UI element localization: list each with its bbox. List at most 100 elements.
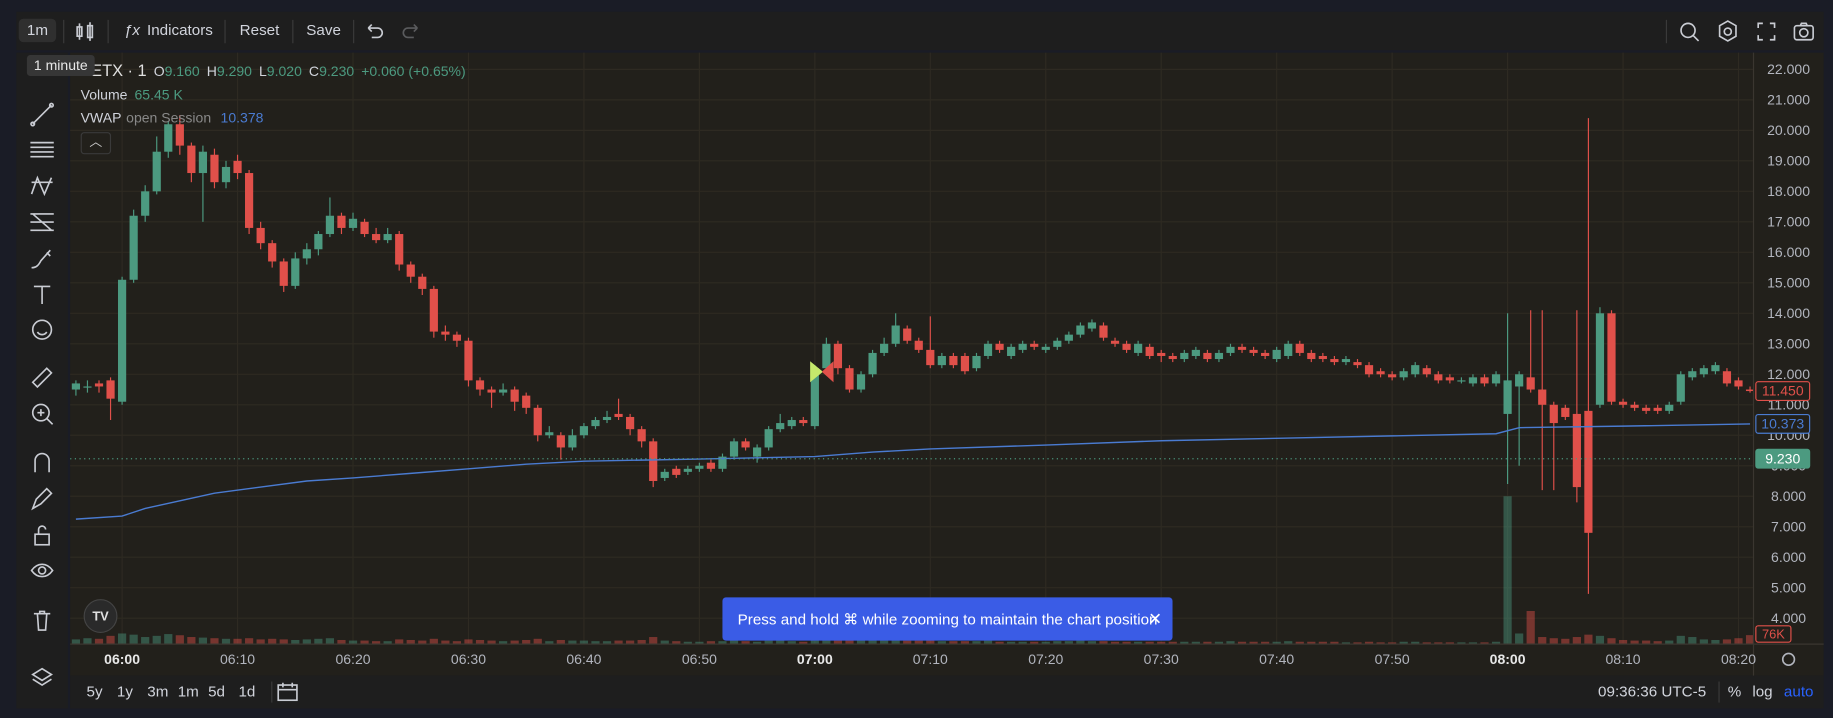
range-button[interactable]: 1d [238,682,256,701]
toast-close[interactable]: ✕ [1148,609,1162,628]
volume-bar [1203,641,1212,645]
candle-body [1480,377,1489,384]
x-tick-label: 06:50 [682,651,717,667]
x-tick-label: 06:20 [335,651,370,667]
volume-bar [221,638,231,645]
x-tick-label: 07:10 [913,651,948,667]
object-tree-tool[interactable] [29,665,55,691]
lines-tool[interactable] [29,137,55,163]
candle-body [71,383,81,390]
volume-bar [614,640,623,645]
candle-body [1607,313,1616,402]
volume-bar [626,640,635,645]
pattern-tool[interactable] [29,173,55,199]
x-tick-label: 08:20 [1721,651,1756,667]
candle-body [833,343,843,369]
candle-body [1549,404,1558,424]
brush-tool[interactable] [29,245,55,271]
volume-bar [198,637,208,645]
y-tick-label: 17.000 [1767,214,1810,230]
log-button[interactable]: log [1752,682,1773,701]
symbol[interactable]: ETX · 1 [91,60,147,80]
range-button[interactable]: 1y [116,682,133,701]
reset-button[interactable]: Reset [239,21,280,39]
volume-bar [602,641,612,645]
candle-body [1457,380,1466,382]
volume-bar [1607,638,1616,645]
candle-body [1330,359,1339,363]
chart-type-icon[interactable] [72,19,98,45]
candle-body [1445,377,1454,381]
logo[interactable] [83,599,118,634]
candle-body [1168,355,1177,360]
range-button[interactable]: 3m [147,682,169,701]
alert-icon[interactable] [1676,19,1702,45]
volume-bar [891,638,900,645]
fullscreen-icon[interactable] [1754,19,1780,45]
settings-icon[interactable] [1715,19,1741,45]
emoji-tool[interactable] [29,317,55,343]
volume-bar [960,641,970,645]
fib-tool[interactable] [29,209,55,235]
candle-body [187,145,196,174]
candle-body [1099,325,1108,338]
volume-bar [245,638,254,645]
magnet-tool[interactable] [29,450,55,476]
vwap-line [75,423,1751,520]
trend-line-tool[interactable] [29,102,55,128]
candle-body [1572,413,1581,488]
screenshot-icon[interactable] [1791,19,1817,45]
y-tick-label: 19.000 [1767,153,1810,169]
remove-tool[interactable] [29,608,55,634]
vwap-value: 10.378 [220,109,264,127]
visibility-tool[interactable] [29,559,55,585]
settings-icon[interactable] [1781,652,1796,666]
x-tick-label: 07:40 [1259,651,1294,667]
candle-body [118,279,127,402]
candle-body [741,441,750,448]
volume-bar [1214,641,1224,645]
x-tick-label: 07:20 [1028,651,1063,667]
candle-body [649,441,658,481]
ohlc-value: 9.160 [164,63,200,80]
y-tick-label: 13.000 [1767,335,1810,351]
volume-bar [83,638,92,645]
volume-bar [1480,642,1489,645]
ohlc-value: 9.290 [216,63,252,80]
volume-bar [256,639,265,645]
collapse-button[interactable]: ︿ [80,132,112,155]
candle-body [1595,313,1605,405]
volume-bar [187,637,196,645]
percent-button[interactable]: % [1727,682,1742,701]
undo-icon[interactable] [361,19,387,45]
range-button[interactable]: 1m [177,682,199,701]
range-button[interactable]: 5y [86,682,103,701]
text-tool[interactable] [29,282,55,308]
bottom-toolbar: 5y 1y 3m 1m 5d 1d 09:36:36 UTC-5 % log auto [70,675,1824,709]
candle-body [418,276,427,289]
zoom-tool[interactable] [29,401,55,427]
ruler-tool[interactable] [29,365,55,391]
indicators-button[interactable]: ƒx Indicators [124,19,213,42]
separator [224,19,226,44]
auto-button[interactable]: auto [1783,682,1814,701]
save-button[interactable]: Save [306,21,341,39]
stay-drawing-tool[interactable] [29,486,55,512]
interval-button[interactable]: 1m [18,18,57,43]
volume-bar [475,639,485,645]
volume-bar [1388,642,1397,645]
volume-bar [1341,642,1351,645]
candle-body [1053,340,1062,347]
candle-body [164,124,173,152]
volume-bar [1007,641,1016,645]
volume-bar [1284,641,1293,645]
lock-tool[interactable] [29,523,55,549]
volume-bar [175,635,184,645]
volume-bar [556,639,565,645]
candle-body [106,380,115,399]
volume-bar [533,638,542,645]
redo-icon[interactable] [399,19,425,45]
range-button[interactable]: 5d [208,682,225,701]
date-range-icon[interactable] [275,679,301,705]
